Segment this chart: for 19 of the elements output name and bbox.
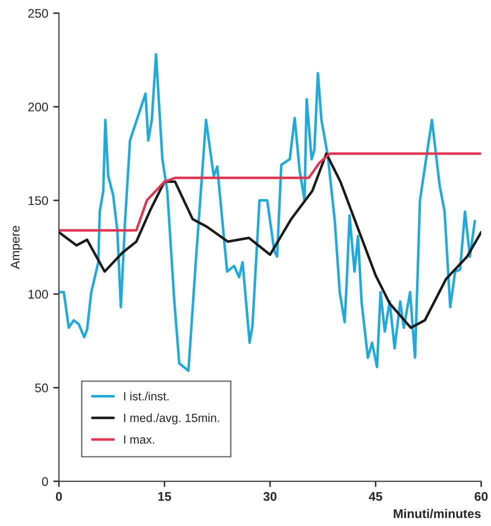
line-series [58, 53, 476, 372]
legend-label: I med./avg. 15min. [124, 413, 220, 424]
y-axis-title: Ampere [10, 226, 22, 270]
x-tick-label: 0 [56, 492, 62, 501]
line-series [58, 152, 482, 232]
x-axis-title: Minuti/minutes [394, 508, 481, 518]
y-tick-label: 150 [28, 196, 48, 206]
y-tick-label: 50 [35, 383, 48, 392]
x-tick-label: 30 [263, 492, 276, 501]
x-tick-label: 45 [368, 492, 382, 501]
legend-label: I max. [124, 435, 154, 444]
x-tick-label: 60 [474, 492, 488, 501]
y-tick-label: 0 [42, 477, 48, 486]
x-tick-label: 15 [158, 492, 172, 501]
y-tick-label: 100 [28, 290, 48, 299]
y-tick-label: 200 [28, 102, 48, 112]
line-series [58, 152, 482, 329]
legend-label: I ist./inst. [124, 392, 169, 400]
y-tick-label: 250 [28, 8, 48, 18]
